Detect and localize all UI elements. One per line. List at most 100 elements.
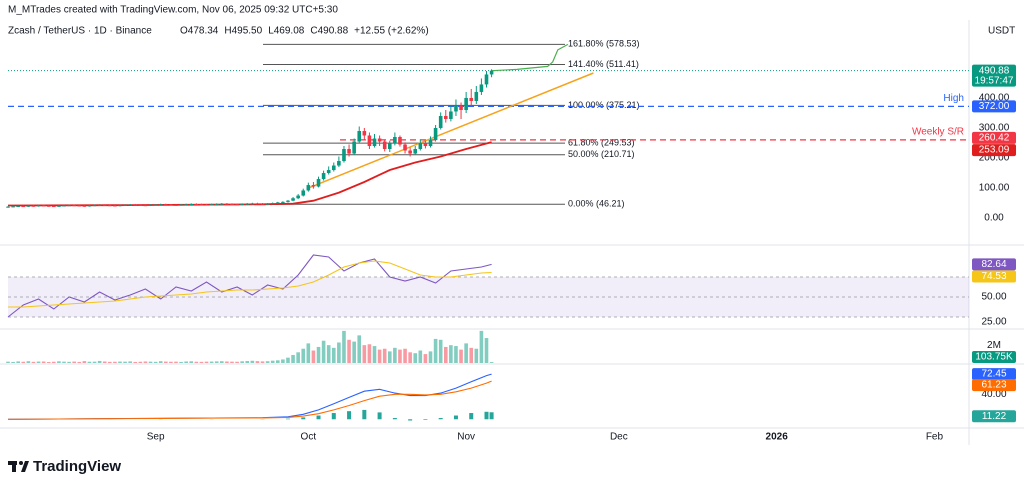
candle-body [367, 135, 372, 147]
volume-bar [133, 361, 138, 363]
volume-bar [337, 342, 341, 363]
volume-bar [214, 361, 219, 363]
volume-bar [41, 361, 46, 363]
volume-bar [459, 349, 463, 363]
volume-bar [153, 361, 158, 363]
trendline [308, 72, 594, 189]
candle-body [21, 206, 26, 208]
y-tick-label: 100.00 [979, 183, 1010, 194]
volume-bar [433, 338, 438, 363]
volume-bar [438, 339, 443, 363]
candle-body [398, 137, 402, 145]
candle-body [326, 170, 331, 174]
candle-body [311, 185, 316, 187]
macd-histogram [469, 413, 474, 420]
candle-body [209, 204, 214, 206]
volume-bar [36, 361, 41, 363]
candle-body [382, 141, 387, 150]
candle-body [489, 70, 494, 75]
candle-body [169, 204, 173, 206]
candle-body [87, 205, 92, 207]
candle-body [433, 127, 438, 141]
x-tick-label: Nov [457, 432, 475, 443]
candle-body [372, 138, 377, 147]
level-label: 372.00 [979, 101, 1010, 112]
candle-body [199, 204, 204, 206]
volume-bar [11, 361, 15, 363]
volume-bar [199, 361, 204, 363]
candle-body [255, 203, 260, 205]
candle-body [158, 204, 163, 206]
volume-bar [326, 345, 331, 363]
volume-bar [57, 361, 61, 363]
macd-badge [972, 368, 1016, 381]
volume-bar [479, 330, 484, 363]
macd-histogram [392, 418, 397, 420]
rsi-label: 74.53 [981, 271, 1006, 282]
candle-body [67, 205, 71, 207]
candle-body [418, 143, 423, 150]
volume-bar [31, 361, 36, 363]
candle-body [316, 179, 321, 187]
rsi-badge [972, 270, 1016, 283]
x-tick-label: Dec [610, 432, 628, 443]
candle-body [41, 205, 46, 207]
candle-body [179, 204, 183, 206]
volume-bar [62, 361, 66, 363]
change: +12.55 (+2.62%) [354, 26, 429, 37]
volume-bar [230, 361, 234, 363]
macd-histogram [489, 412, 494, 420]
fib-label: 50.00% (210.71) [568, 149, 635, 159]
candle-body [97, 204, 102, 206]
candle-body [57, 205, 61, 207]
volume-bar [21, 361, 26, 363]
macd-histogram [316, 415, 321, 420]
brand-logo [8, 461, 29, 472]
candle-body [11, 206, 15, 208]
candle-body [377, 138, 382, 142]
currency: USDT [988, 26, 1015, 37]
fib-label: 0.00% (46.21) [568, 199, 625, 209]
y-tick-label: 2M [987, 340, 1001, 351]
volume-bar [357, 335, 362, 363]
volume-bar [291, 354, 295, 363]
candle-body [128, 204, 132, 206]
rsi-label: 82.64 [981, 259, 1006, 270]
x-tick-label: 2026 [766, 432, 789, 443]
candle-body [321, 173, 326, 180]
candle-body [347, 149, 351, 154]
y-tick-label: 300.00 [979, 123, 1010, 134]
candle-body [194, 203, 199, 205]
candle-body [423, 143, 428, 147]
candle-body [92, 205, 97, 207]
y-tick-label: 200.00 [979, 153, 1010, 164]
candle-body [342, 149, 346, 162]
candle-body [459, 105, 463, 110]
macd-label: 72.45 [981, 369, 1006, 380]
candle-body [133, 204, 138, 206]
level-label: 260.42 [979, 133, 1010, 144]
candle-body [291, 198, 295, 201]
candle-body [72, 205, 76, 207]
candle-body [474, 91, 479, 101]
volume-bar [225, 361, 229, 363]
last-price-badge [972, 64, 1016, 87]
candle-body [245, 203, 250, 205]
histogram-badge [972, 410, 1016, 423]
volume-bar [275, 360, 280, 363]
candle-body [362, 130, 367, 136]
volume-bar [16, 361, 20, 363]
x-tick-label: Feb [926, 432, 944, 443]
macd-histogram [362, 409, 367, 420]
candle-body [52, 206, 56, 208]
candle-body [479, 84, 484, 92]
volume-bar [464, 343, 468, 363]
volume-bar [265, 361, 270, 363]
projection [491, 43, 569, 72]
macd-histogram [484, 411, 489, 420]
volume-bar [387, 351, 392, 363]
volume-bar [408, 352, 412, 363]
volume-bar [250, 360, 255, 363]
candle-body [16, 206, 20, 208]
candle-body [153, 204, 158, 206]
